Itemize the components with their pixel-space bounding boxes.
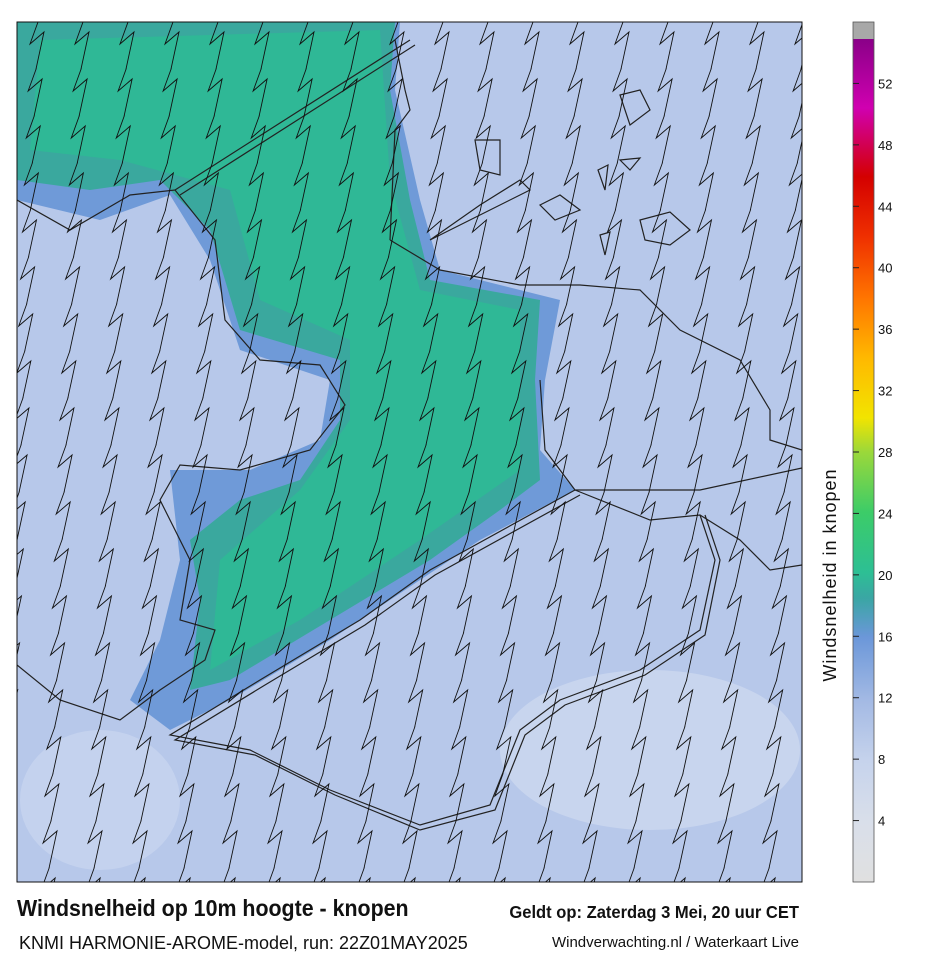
wind-arrows	[17, 22, 802, 882]
colorbar-tick-label: 40	[878, 261, 892, 276]
model-run: KNMI HARMONIE-AROME-model, run: 22Z01MAY…	[19, 933, 468, 953]
wind-arrow	[447, 22, 495, 882]
colorbar-label: Windsnelheid in knopen	[820, 468, 840, 681]
credit: Windverwachting.nl / Waterkaart Live	[552, 934, 799, 951]
colorbar-tick-label: 12	[878, 691, 892, 706]
colorbar-tick-label: 32	[878, 384, 892, 399]
colorbar-tick-label: 48	[878, 138, 892, 153]
wind-arrow	[717, 22, 765, 882]
wind-arrow	[42, 22, 90, 882]
wind-arrow	[762, 23, 802, 882]
wind-arrow	[222, 22, 270, 882]
title: Windsnelheid op 10m hoogte - knopen	[17, 895, 409, 921]
wind-arrow	[402, 22, 450, 882]
wind-arrow	[267, 22, 315, 882]
colorbar-tick-label: 8	[878, 752, 885, 767]
wind-arrow	[17, 22, 45, 696]
colorbar-tick-label: 28	[878, 445, 892, 460]
colorbar-tick-label: 44	[878, 199, 892, 214]
map-field	[17, 22, 802, 882]
colorbar-tick-label: 4	[878, 814, 885, 829]
wind-arrow	[537, 22, 585, 882]
wind-arrow	[672, 22, 720, 882]
colorbar-tick-label: 36	[878, 322, 892, 337]
wind-arrow	[87, 22, 135, 882]
colorbar-tick-label: 20	[878, 568, 892, 583]
map-frame	[16, 21, 803, 883]
colorbar-tick-label: 24	[878, 506, 892, 521]
wind-arrow	[177, 22, 225, 882]
colorbar-tick-label: 16	[878, 629, 892, 644]
wind-arrow	[627, 22, 675, 882]
colorbar-tick-label: 52	[878, 76, 892, 91]
wind-arrow	[312, 22, 360, 882]
wind-arrow	[582, 22, 630, 882]
wind-arrow	[492, 22, 540, 882]
wind-arrow	[132, 22, 180, 882]
valid-time: Geldt op: Zaterdag 3 Mei, 20 uur CET	[509, 901, 799, 922]
wind-arrow	[357, 22, 405, 882]
